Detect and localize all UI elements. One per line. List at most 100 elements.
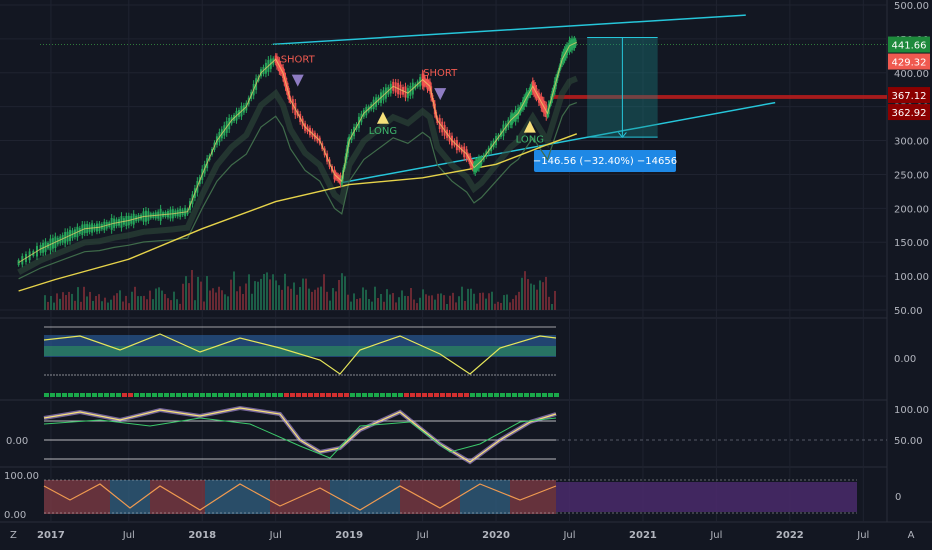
volume-bar — [242, 293, 244, 310]
time-tick-label: 2018 — [188, 530, 216, 541]
pane1-dot — [230, 393, 235, 397]
price-label-badge — [888, 87, 930, 104]
pane1-dot — [314, 393, 319, 397]
volume-bar — [230, 279, 232, 310]
pane1-dot — [194, 393, 199, 397]
pane1-dot — [206, 393, 211, 397]
footer-left-button[interactable]: Z — [10, 530, 17, 541]
volume-bar — [458, 296, 460, 310]
volume-bar — [440, 293, 442, 310]
volume-bar — [143, 295, 145, 310]
volume-bar — [101, 301, 103, 310]
volume-bar — [164, 294, 166, 310]
pane1-dot — [68, 393, 73, 397]
volume-bar — [485, 298, 487, 310]
pane1-dot — [278, 393, 283, 397]
volume-bar — [170, 300, 172, 310]
volume-bar — [59, 298, 61, 310]
pane1-dot — [374, 393, 379, 397]
pane1-dot — [74, 393, 79, 397]
moving-average-line — [18, 133, 578, 292]
volume-bar — [317, 287, 319, 310]
pane1-dot — [530, 393, 535, 397]
pane1-dot — [170, 393, 175, 397]
pane1-dot — [182, 393, 187, 397]
volume-bar — [536, 289, 538, 310]
pane1-dot — [158, 393, 163, 397]
volume-bar — [335, 291, 337, 310]
volume-bar — [338, 279, 340, 310]
volume-bar — [416, 303, 418, 310]
volume-bar — [65, 295, 67, 310]
volume-bar — [284, 273, 286, 310]
volume-bar — [431, 295, 433, 310]
signal-label: SHORT — [281, 55, 316, 66]
volume-bar — [98, 294, 100, 310]
volume-bar — [206, 276, 208, 310]
volume-bar — [53, 302, 55, 310]
short-arrow-icon — [434, 88, 447, 101]
pane1-dot — [524, 393, 529, 397]
price-tick-label: 500.00 — [894, 1, 929, 12]
volume-bar — [293, 282, 295, 310]
pane1-dot — [380, 393, 385, 397]
pane1-dot — [470, 393, 475, 397]
price-axis[interactable]: 500.00450.00400.00350.00300.00250.00200.… — [888, 1, 930, 503]
trend-channel[interactable] — [40, 14, 887, 184]
volume-bar — [341, 273, 343, 310]
pane3-band — [44, 480, 110, 514]
indicator-panes: 0.00 100.00 0.00 — [4, 326, 887, 521]
time-tick-label: Jul — [856, 530, 869, 541]
price-tick-label: 200.00 — [894, 204, 929, 215]
volume-bar — [299, 287, 301, 310]
volume-bar — [287, 286, 289, 310]
pane1-dot — [110, 393, 115, 397]
pane3-tick: 0 — [895, 492, 901, 503]
pane1-dot — [440, 393, 445, 397]
volume-bar — [428, 295, 430, 310]
volume-bar — [323, 274, 325, 310]
volume-bar — [314, 289, 316, 310]
volume-bar — [56, 293, 58, 310]
footer-right-button[interactable]: A — [908, 530, 915, 541]
pane3-tick: 100.00 — [4, 471, 39, 482]
signal-label: LONG — [516, 135, 544, 146]
volume-bar — [530, 283, 532, 310]
volume-bar — [212, 288, 214, 310]
time-axis[interactable]: 2017 Jul 2018 Jul 2019 Jul 2020 Jul 2021 Jul 2022 J… — [37, 530, 869, 541]
pane1-dot — [326, 393, 331, 397]
volume-bar — [410, 288, 412, 310]
price-ribbon — [17, 75, 578, 275]
pane1-line — [43, 333, 557, 375]
long-arrow-icon — [523, 120, 536, 133]
time-tick-label: 2019 — [335, 530, 363, 541]
pane1-dot — [224, 393, 229, 397]
volume-bar — [503, 295, 505, 310]
volume-bar — [218, 286, 220, 310]
volume-bar — [107, 302, 109, 310]
volume-bar — [200, 281, 202, 310]
pane1-tick: 0.00 — [894, 354, 916, 365]
time-tick-label: Jul — [122, 530, 135, 541]
price-line — [18, 41, 578, 264]
measure-tool[interactable] — [534, 37, 676, 172]
price-label-badge — [888, 53, 930, 70]
price-series — [17, 35, 578, 292]
signal-label: SHORT — [423, 68, 458, 79]
pane1-dot — [386, 393, 391, 397]
volume-bar — [386, 289, 388, 310]
volume-bar — [542, 282, 544, 310]
time-tick-label: 2020 — [482, 530, 510, 541]
volume-bar — [278, 285, 280, 310]
volume-bar — [545, 276, 547, 310]
volume-bar — [464, 300, 466, 310]
long-arrow-icon — [376, 111, 389, 124]
channel-upper-line — [272, 14, 746, 46]
volume-bar — [215, 292, 217, 310]
volume-bar — [68, 291, 70, 310]
pane1-dot — [554, 393, 559, 397]
volume-bar — [371, 301, 373, 310]
volume-bar — [326, 291, 328, 310]
measure-arrowhead — [618, 132, 627, 138]
